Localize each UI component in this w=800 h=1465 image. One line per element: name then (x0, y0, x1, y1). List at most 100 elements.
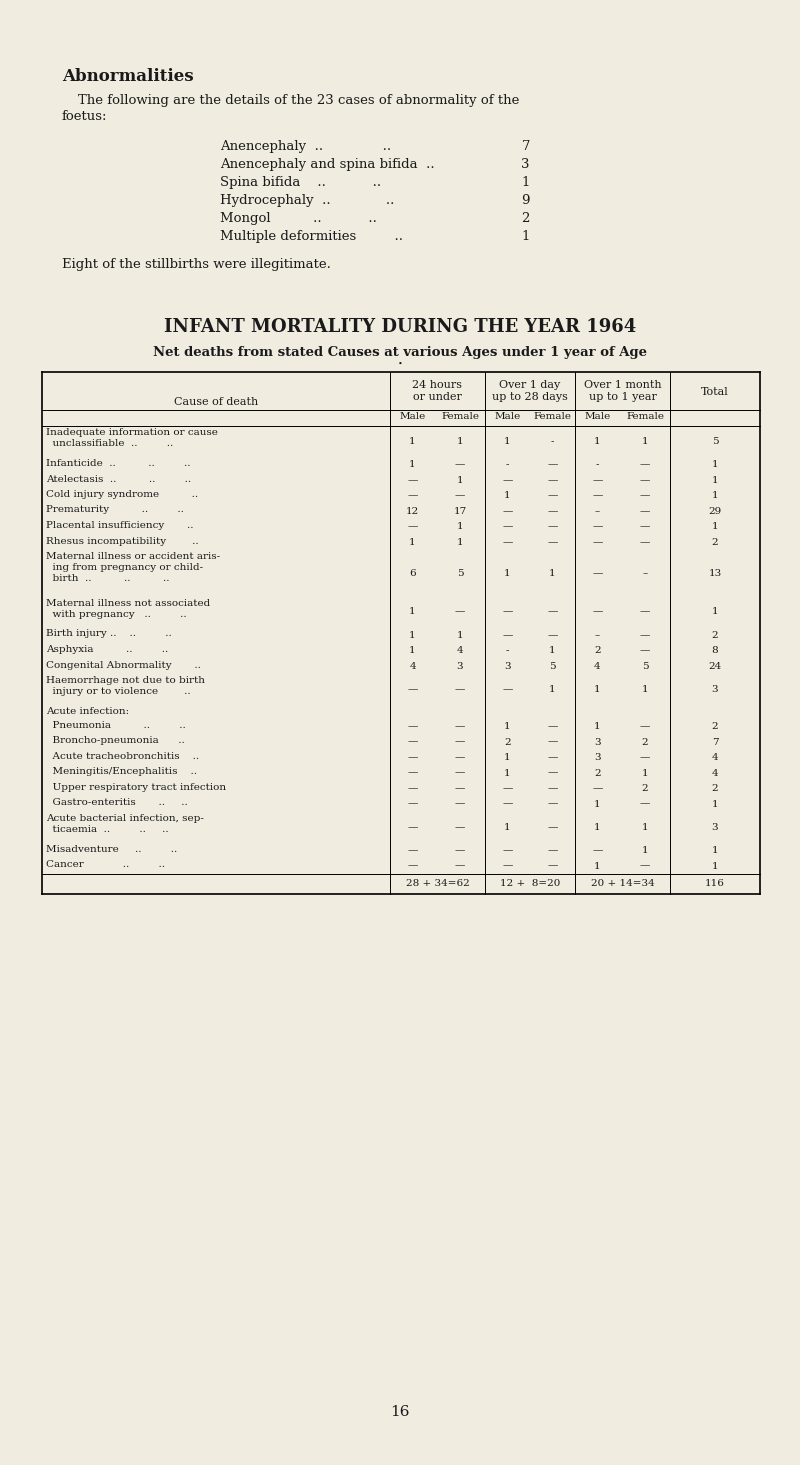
Text: 29: 29 (708, 507, 722, 516)
Text: —: — (640, 460, 650, 469)
Text: Mongol          ..           ..: Mongol .. .. (220, 212, 386, 226)
Text: —: — (547, 507, 558, 516)
Text: 2: 2 (712, 631, 718, 640)
Text: Female: Female (534, 412, 571, 420)
Text: –: – (595, 631, 600, 640)
Text: —: — (547, 861, 558, 870)
Text: 17: 17 (454, 507, 466, 516)
Text: —: — (592, 491, 602, 500)
Text: —: — (502, 507, 513, 516)
Text: Hydrocephaly  ..             ..: Hydrocephaly .. .. (220, 193, 403, 207)
Text: 1: 1 (504, 491, 511, 500)
Text: 28 + 34=62: 28 + 34=62 (406, 879, 470, 888)
Text: Net deaths from stated Causes at various Ages under 1 year of Age: Net deaths from stated Causes at various… (153, 346, 647, 359)
Text: Abnormalities: Abnormalities (62, 67, 194, 85)
Text: 4: 4 (457, 646, 463, 655)
Text: Misadventure     ..         ..: Misadventure .. .. (46, 845, 178, 854)
Text: 5: 5 (457, 568, 463, 577)
Text: —: — (407, 861, 418, 870)
Text: •: • (398, 360, 402, 368)
Text: 5: 5 (642, 662, 648, 671)
Text: 1: 1 (594, 861, 601, 870)
Text: —: — (407, 784, 418, 793)
Text: —: — (407, 800, 418, 809)
Text: —: — (455, 460, 465, 469)
Text: 4: 4 (712, 769, 718, 778)
Text: 4: 4 (594, 662, 601, 671)
Text: —: — (407, 823, 418, 832)
Text: —: — (547, 769, 558, 778)
Text: —: — (547, 538, 558, 546)
Text: —: — (502, 861, 513, 870)
Text: 1: 1 (549, 646, 556, 655)
Text: —: — (547, 460, 558, 469)
Text: 1: 1 (457, 476, 463, 485)
Text: 116: 116 (705, 879, 725, 888)
Text: 1: 1 (594, 823, 601, 832)
Text: 1: 1 (594, 800, 601, 809)
Text: 1: 1 (594, 686, 601, 694)
Text: —: — (407, 753, 418, 762)
Text: —: — (592, 847, 602, 856)
Text: —: — (592, 476, 602, 485)
Text: —: — (455, 722, 465, 731)
Text: Rhesus incompatibility        ..: Rhesus incompatibility .. (46, 536, 198, 545)
Text: —: — (547, 738, 558, 747)
Text: —: — (640, 722, 650, 731)
Text: —: — (455, 491, 465, 500)
Text: 1: 1 (457, 631, 463, 640)
Text: Cause of death: Cause of death (174, 397, 258, 407)
Text: —: — (547, 522, 558, 532)
Text: 2: 2 (594, 769, 601, 778)
Text: The following are the details of the 23 cases of abnormality of the: The following are the details of the 23 … (78, 94, 519, 107)
Text: 1: 1 (642, 769, 648, 778)
Text: Spina bifida    ..           ..: Spina bifida .. .. (220, 176, 390, 189)
Text: 2: 2 (504, 738, 511, 747)
Text: Acute tracheobronchitis    ..: Acute tracheobronchitis .. (46, 752, 199, 760)
Text: 1: 1 (409, 608, 416, 617)
Text: –: – (642, 568, 648, 577)
Text: 1: 1 (409, 460, 416, 469)
Text: —: — (640, 538, 650, 546)
Text: 2: 2 (712, 784, 718, 793)
Text: —: — (502, 800, 513, 809)
Text: —: — (502, 538, 513, 546)
Text: —: — (407, 686, 418, 694)
Text: Male: Male (584, 412, 610, 420)
Text: 1: 1 (457, 538, 463, 546)
Text: —: — (547, 847, 558, 856)
Text: —: — (455, 608, 465, 617)
Text: 1: 1 (504, 437, 511, 445)
Text: 4: 4 (409, 662, 416, 671)
Text: —: — (592, 538, 602, 546)
Text: INFANT MORTALITY DURING THE YEAR 1964: INFANT MORTALITY DURING THE YEAR 1964 (164, 318, 636, 335)
Text: —: — (407, 522, 418, 532)
Text: Cold injury syndrome          ..: Cold injury syndrome .. (46, 489, 198, 500)
Text: 1: 1 (712, 847, 718, 856)
Text: 1: 1 (712, 460, 718, 469)
Text: Eight of the stillbirths were illegitimate.: Eight of the stillbirths were illegitima… (62, 258, 331, 271)
Text: —: — (547, 784, 558, 793)
Text: —: — (502, 608, 513, 617)
Text: —: — (502, 522, 513, 532)
Text: foetus:: foetus: (62, 110, 107, 123)
Text: 1: 1 (642, 686, 648, 694)
Text: Maternal illness or accident aris-
  ing from pregnancy or child-
  birth  ..   : Maternal illness or accident aris- ing f… (46, 552, 220, 583)
Text: 1: 1 (712, 522, 718, 532)
Text: —: — (640, 608, 650, 617)
Text: —: — (547, 823, 558, 832)
Text: —: — (547, 491, 558, 500)
Text: Acute infection:: Acute infection: (46, 708, 129, 716)
Text: —: — (407, 738, 418, 747)
Text: 1: 1 (712, 608, 718, 617)
Text: —: — (502, 784, 513, 793)
Text: —: — (502, 686, 513, 694)
Text: -: - (506, 460, 510, 469)
Text: Over 1 month
up to 1 year: Over 1 month up to 1 year (584, 379, 662, 401)
Text: 2: 2 (642, 784, 648, 793)
Text: —: — (455, 753, 465, 762)
Text: Anencephaly and spina bifida  ..: Anencephaly and spina bifida .. (220, 158, 434, 171)
Text: 1: 1 (457, 437, 463, 445)
Text: 6: 6 (409, 568, 416, 577)
Text: 1: 1 (504, 722, 511, 731)
